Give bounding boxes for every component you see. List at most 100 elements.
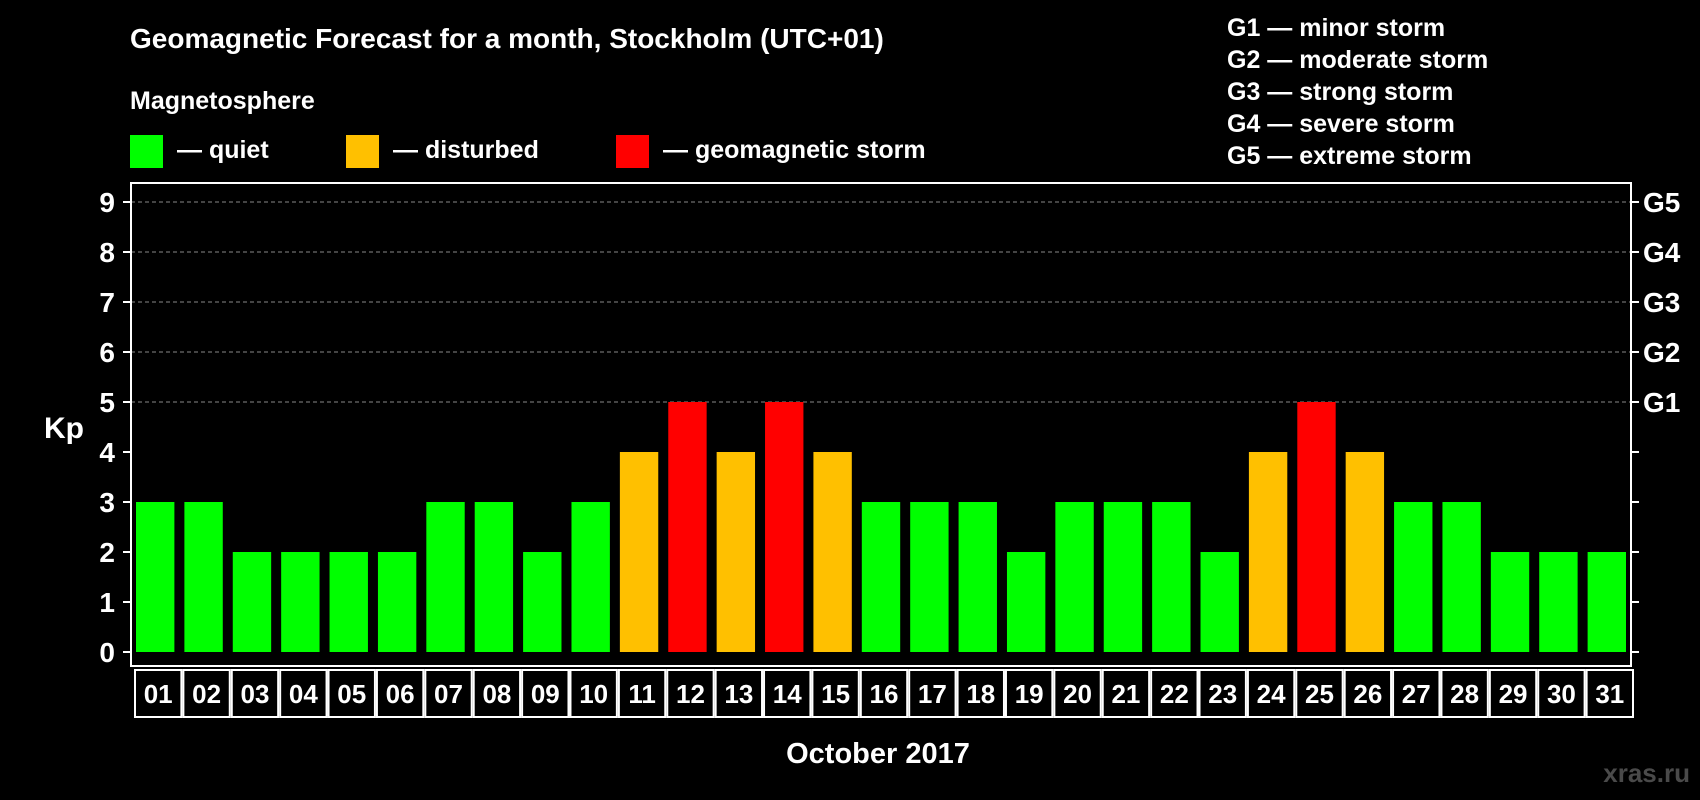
x-tick-box-22 — [1150, 669, 1199, 718]
x-tick-box-14 — [763, 669, 812, 718]
right-tick-label-G3: G3 — [1643, 287, 1680, 318]
x-tick-box-09 — [521, 669, 570, 718]
chart-title: Geomagnetic Forecast for a month, Stockh… — [130, 23, 884, 54]
bars — [136, 402, 1626, 652]
bar-day-11 — [619, 452, 659, 652]
x-tick-label-26: 26 — [1353, 679, 1382, 709]
x-tick-box-08 — [472, 669, 522, 718]
right-tick-label-G2: G2 — [1643, 337, 1680, 368]
y-tick-label-2: 2 — [99, 537, 115, 568]
bar-day-15 — [813, 452, 852, 652]
x-tick-label-29: 29 — [1499, 679, 1528, 709]
x-tick-labels: 01 02 03 04 05 06 07 08 09 10 11 12 13 14 15 16 17 18 19 20… — [134, 669, 1635, 718]
x-tick-box-16 — [859, 669, 909, 718]
bar-day-08 — [474, 502, 514, 652]
x-tick-box-13 — [714, 669, 764, 718]
x-tick-label-04: 04 — [289, 679, 318, 709]
bar-day-21 — [1103, 502, 1143, 652]
legend: — quiet — disturbed — geomagnetic storm — [130, 135, 926, 168]
x-tick-label-08: 08 — [482, 679, 511, 709]
x-tick-box-03 — [230, 669, 280, 718]
bar-day-09 — [523, 552, 562, 652]
bar-day-20 — [1055, 502, 1094, 652]
x-tick-label-10: 10 — [579, 679, 608, 709]
bar-day-17 — [910, 502, 949, 652]
storm-scale-g5: G5 — extreme storm — [1227, 142, 1472, 170]
x-tick-box-04 — [279, 669, 328, 718]
plot-frame — [130, 182, 1632, 667]
x-tick-box-31 — [1585, 669, 1635, 718]
x-tick-box-19 — [1004, 669, 1054, 718]
x-tick-box-29 — [1488, 669, 1538, 718]
storm-scale-g4: G4 — severe storm — [1227, 110, 1455, 138]
grid — [131, 201, 1631, 403]
x-tick-box-06 — [375, 669, 425, 718]
y-tick-label-7: 7 — [99, 287, 115, 318]
storm-scale-legend: G1 — minor storm G2 — moderate storm G3 … — [1227, 14, 1488, 170]
x-tick-label-27: 27 — [1402, 679, 1431, 709]
bar-day-29 — [1490, 552, 1530, 652]
x-tick-label-12: 12 — [676, 679, 705, 709]
x-tick-label-19: 19 — [1015, 679, 1044, 709]
x-axis-label: October 2017 — [786, 738, 970, 770]
x-tick-label-18: 18 — [966, 679, 995, 709]
x-tick-box-23 — [1198, 669, 1247, 718]
legend-swatch-disturbed — [346, 135, 379, 168]
x-tick-box-01 — [134, 669, 183, 718]
x-tick-label-16: 16 — [870, 679, 899, 709]
right-tick-label-G4: G4 — [1643, 237, 1681, 268]
x-tick-box-20 — [1053, 669, 1102, 718]
x-tick-label-02: 02 — [192, 679, 221, 709]
x-tick-label-21: 21 — [1111, 679, 1140, 709]
bar-day-01 — [136, 502, 175, 652]
bar-day-26 — [1345, 452, 1385, 652]
x-tick-box-12 — [666, 669, 715, 718]
bar-day-28 — [1442, 502, 1481, 652]
right-tick-label-G5: G5 — [1643, 187, 1680, 218]
x-tick-label-24: 24 — [1257, 679, 1286, 709]
legend-label-disturbed: — disturbed — [393, 136, 539, 164]
bar-day-07 — [426, 502, 465, 652]
bar-day-02 — [184, 502, 223, 652]
storm-scale-g2: G2 — moderate storm — [1227, 46, 1488, 74]
y-tick-label-4: 4 — [99, 437, 115, 468]
x-tick-label-11: 11 — [628, 679, 656, 709]
x-tick-label-03: 03 — [241, 679, 270, 709]
x-tick-box-07 — [424, 669, 473, 718]
bar-day-04 — [281, 552, 320, 652]
x-tick-label-31: 31 — [1595, 679, 1624, 709]
y-tick-label-1: 1 — [99, 587, 115, 618]
x-tick-box-30 — [1537, 669, 1586, 718]
x-tick-label-25: 25 — [1305, 679, 1334, 709]
x-tick-label-20: 20 — [1063, 679, 1092, 709]
axes: 0 1 2 3 4 5 6 7 8 9 G1 G2 G3 G4 G5 — [99, 182, 1681, 668]
bar-day-18 — [958, 502, 997, 652]
bar-day-03 — [232, 552, 272, 652]
legend-swatch-storm — [616, 135, 649, 168]
x-tick-label-30: 30 — [1547, 679, 1576, 709]
y-tick-label-3: 3 — [99, 487, 115, 518]
x-tick-label-13: 13 — [724, 679, 753, 709]
x-tick-box-10 — [569, 669, 618, 718]
bar-day-14 — [765, 402, 804, 652]
y-tick-label-0: 0 — [99, 637, 115, 668]
bar-day-12 — [668, 402, 707, 652]
bar-day-16 — [861, 502, 901, 652]
y-tick-label-6: 6 — [99, 337, 115, 368]
x-tick-box-24 — [1246, 669, 1296, 718]
bar-day-23 — [1200, 552, 1239, 652]
right-tick-label-G1: G1 — [1643, 387, 1680, 418]
storm-scale-g1: G1 — minor storm — [1227, 14, 1445, 42]
watermark: xras.ru — [1603, 758, 1690, 788]
storm-scale-g3: G3 — strong storm — [1227, 78, 1453, 106]
y-tick-label-5: 5 — [99, 387, 115, 418]
x-tick-box-05 — [327, 669, 376, 718]
x-tick-box-25 — [1295, 669, 1344, 718]
x-tick-label-23: 23 — [1208, 679, 1237, 709]
x-tick-box-21 — [1101, 669, 1151, 718]
bar-day-13 — [716, 452, 756, 652]
x-tick-label-09: 09 — [531, 679, 560, 709]
bar-day-22 — [1152, 502, 1191, 652]
legend-heading: Magnetosphere — [130, 87, 315, 115]
x-tick-box-26 — [1343, 669, 1393, 718]
